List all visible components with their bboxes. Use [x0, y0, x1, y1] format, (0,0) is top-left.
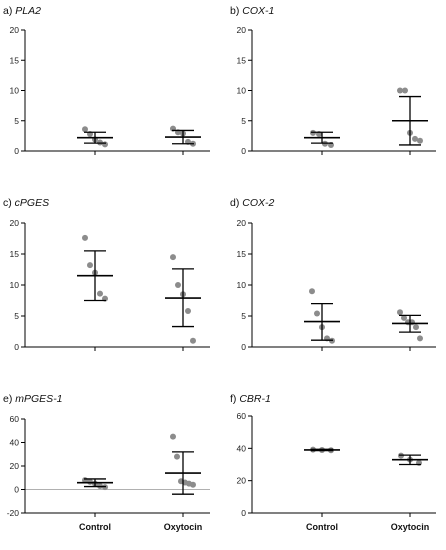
panel-d: d) COX-2 0 5 10 15 20	[230, 197, 436, 352]
panel-f: f) CBR-1 0 20 40 60 Control Oxytocin	[230, 393, 436, 532]
data-point	[82, 234, 88, 241]
y-tick-label: 20	[237, 476, 247, 486]
y-tick-label: 0	[241, 508, 246, 518]
panel-title-prefix: d)	[230, 197, 242, 209]
data-point	[87, 262, 93, 269]
panel-title: b) COX-1	[230, 5, 274, 17]
category-label: Control	[79, 522, 111, 532]
y-tick-label: 60	[10, 414, 20, 424]
y-tick-label: 0	[14, 485, 19, 495]
y-tick-label: 0	[241, 146, 246, 156]
data-point	[412, 135, 418, 142]
data-point	[190, 481, 196, 488]
data-point	[170, 433, 176, 440]
panel-title-gene: COX-2	[242, 197, 274, 209]
y-tick-label: 20	[237, 25, 247, 35]
panel-title-gene: CBR-1	[239, 393, 271, 405]
category-label: Control	[306, 522, 338, 532]
y-tick-label: 15	[237, 249, 247, 259]
data-point	[314, 310, 320, 317]
data-point	[417, 137, 423, 144]
panel-title: e) mPGES-1	[3, 393, 63, 405]
y-tick-label: 10	[237, 86, 247, 96]
category-label: Oxytocin	[391, 522, 430, 532]
panel-c: c) cPGES 0 5 10 15 20	[3, 197, 210, 352]
y-tick-label: 10	[10, 280, 20, 290]
y-tick-label: 40	[237, 443, 247, 453]
data-point	[102, 141, 108, 148]
panel-title-prefix: c)	[3, 197, 15, 209]
panel-title-gene: cPGES	[15, 197, 49, 209]
data-point	[82, 126, 88, 133]
data-point	[402, 87, 408, 94]
data-point	[185, 308, 191, 315]
y-tick-label: -20	[7, 508, 20, 518]
panel-title-gene: COX-1	[242, 5, 274, 17]
y-tick-label: 10	[237, 280, 247, 290]
panel-a: a) PLA2 0 5 10 15 20	[3, 5, 210, 156]
panel-title: d) COX-2	[230, 197, 275, 209]
y-tick-label: 10	[10, 86, 20, 96]
y-tick-label: 20	[10, 25, 20, 35]
data-point	[175, 282, 181, 288]
data-point	[309, 288, 315, 295]
panel-title-gene: mPGES-1	[15, 393, 62, 405]
y-tick-label: 5	[241, 311, 246, 321]
y-tick-label: 15	[10, 55, 20, 65]
panel-b: b) COX-1 0 5 10 15 20	[230, 5, 436, 156]
data-point	[413, 324, 419, 331]
panel-title: c) cPGES	[3, 197, 49, 209]
panel-title: f) CBR-1	[230, 393, 271, 405]
panel-title-gene: PLA2	[15, 5, 41, 17]
y-tick-label: 5	[14, 116, 19, 126]
y-tick-label: 60	[237, 411, 247, 421]
data-point	[170, 254, 176, 261]
panel-title-prefix: b)	[230, 5, 242, 17]
y-tick-label: 15	[237, 55, 247, 65]
y-tick-label: 5	[241, 116, 246, 126]
y-tick-label: 0	[14, 342, 19, 352]
data-point	[397, 87, 403, 94]
y-tick-label: 5	[14, 311, 19, 321]
y-tick-label: 20	[10, 461, 20, 471]
y-tick-label: 20	[10, 218, 20, 228]
data-point	[190, 337, 196, 344]
y-tick-label: 0	[241, 342, 246, 352]
y-tick-label: 40	[10, 438, 20, 448]
panel-e: e) mPGES-1 -20 0 20 40 60 Control Oxytocin	[3, 393, 210, 532]
panel-title-prefix: f)	[230, 393, 239, 405]
category-label: Oxytocin	[164, 522, 203, 532]
panel-title-prefix: a)	[3, 5, 15, 17]
y-tick-label: 20	[237, 218, 247, 228]
data-point	[401, 314, 407, 321]
y-tick-label: 0	[14, 146, 19, 156]
panel-title: a) PLA2	[3, 5, 41, 17]
data-point	[417, 335, 423, 342]
panel-title-prefix: e)	[3, 393, 15, 405]
y-tick-label: 15	[10, 249, 20, 259]
data-point	[397, 309, 403, 316]
data-point	[174, 453, 180, 460]
data-point	[97, 290, 103, 297]
